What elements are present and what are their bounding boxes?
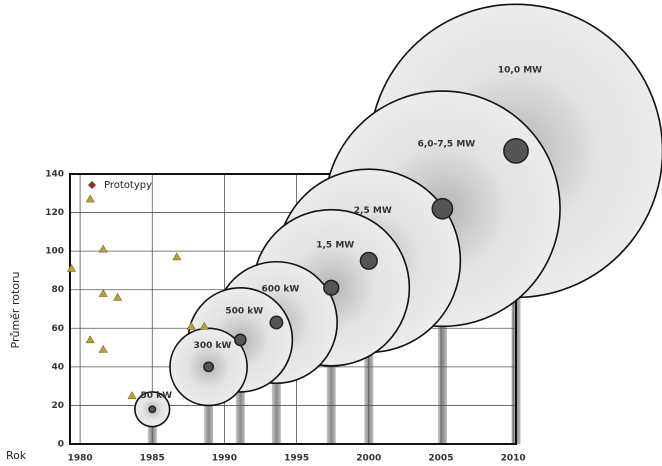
bubble-center xyxy=(149,406,155,412)
legend-marker xyxy=(88,181,96,189)
x-tick-label: 2005 xyxy=(428,454,453,464)
x-tick-label: 1985 xyxy=(140,454,165,464)
x-tick-label: 2000 xyxy=(356,454,381,464)
chart: 0 20 40 60 80 100 120 140 1980 1985 1990 1995 2000 20… xyxy=(0,0,662,466)
prototype-point xyxy=(86,195,94,202)
y-tick-label: 20 xyxy=(51,401,64,411)
bubble-center xyxy=(432,199,452,219)
power-label: 500 kW xyxy=(225,307,263,317)
bubble-center xyxy=(360,252,377,269)
bubble-center xyxy=(235,334,246,345)
x-axis-title: Rok xyxy=(6,449,27,462)
bubble-center xyxy=(204,362,213,371)
power-label: 600 kW xyxy=(261,285,299,295)
y-tick-label: 100 xyxy=(45,247,64,257)
x-tick-label: 2010 xyxy=(501,454,526,464)
bubbles xyxy=(135,4,662,426)
bubble-center xyxy=(270,316,282,328)
prototype-point xyxy=(99,346,107,353)
prototype-point xyxy=(114,293,122,300)
legend-label: Prototypy xyxy=(104,180,152,191)
power-label: 10,0 MW xyxy=(498,66,542,76)
power-label: 300 kW xyxy=(194,341,232,351)
prototype-point xyxy=(128,392,136,399)
y-tick-label: 60 xyxy=(51,324,64,334)
prototype-point xyxy=(99,290,107,297)
prototype-point xyxy=(173,253,181,260)
y-tick-label: 120 xyxy=(45,208,64,218)
prototype-point xyxy=(86,336,94,343)
prototype-point xyxy=(99,245,107,252)
y-axis-title: Průměr rotoru xyxy=(9,272,22,349)
power-label: 2,5 MW xyxy=(354,206,392,216)
x-tick-label: 1995 xyxy=(284,454,309,464)
x-tick-label: 1990 xyxy=(212,454,237,464)
y-tick-label: 40 xyxy=(51,362,64,372)
bubble-center xyxy=(324,280,339,295)
power-label: 50 kW xyxy=(140,391,172,401)
prototype-point xyxy=(67,265,75,272)
power-label: 6,0-7,5 MW xyxy=(418,140,476,150)
x-tick-label: 1980 xyxy=(68,454,93,464)
bubble-center xyxy=(504,139,528,163)
power-label: 1,5 MW xyxy=(316,240,354,250)
y-tick-label: 80 xyxy=(51,285,64,295)
y-tick-label: 140 xyxy=(45,170,64,180)
y-tick-label: 0 xyxy=(58,440,64,450)
